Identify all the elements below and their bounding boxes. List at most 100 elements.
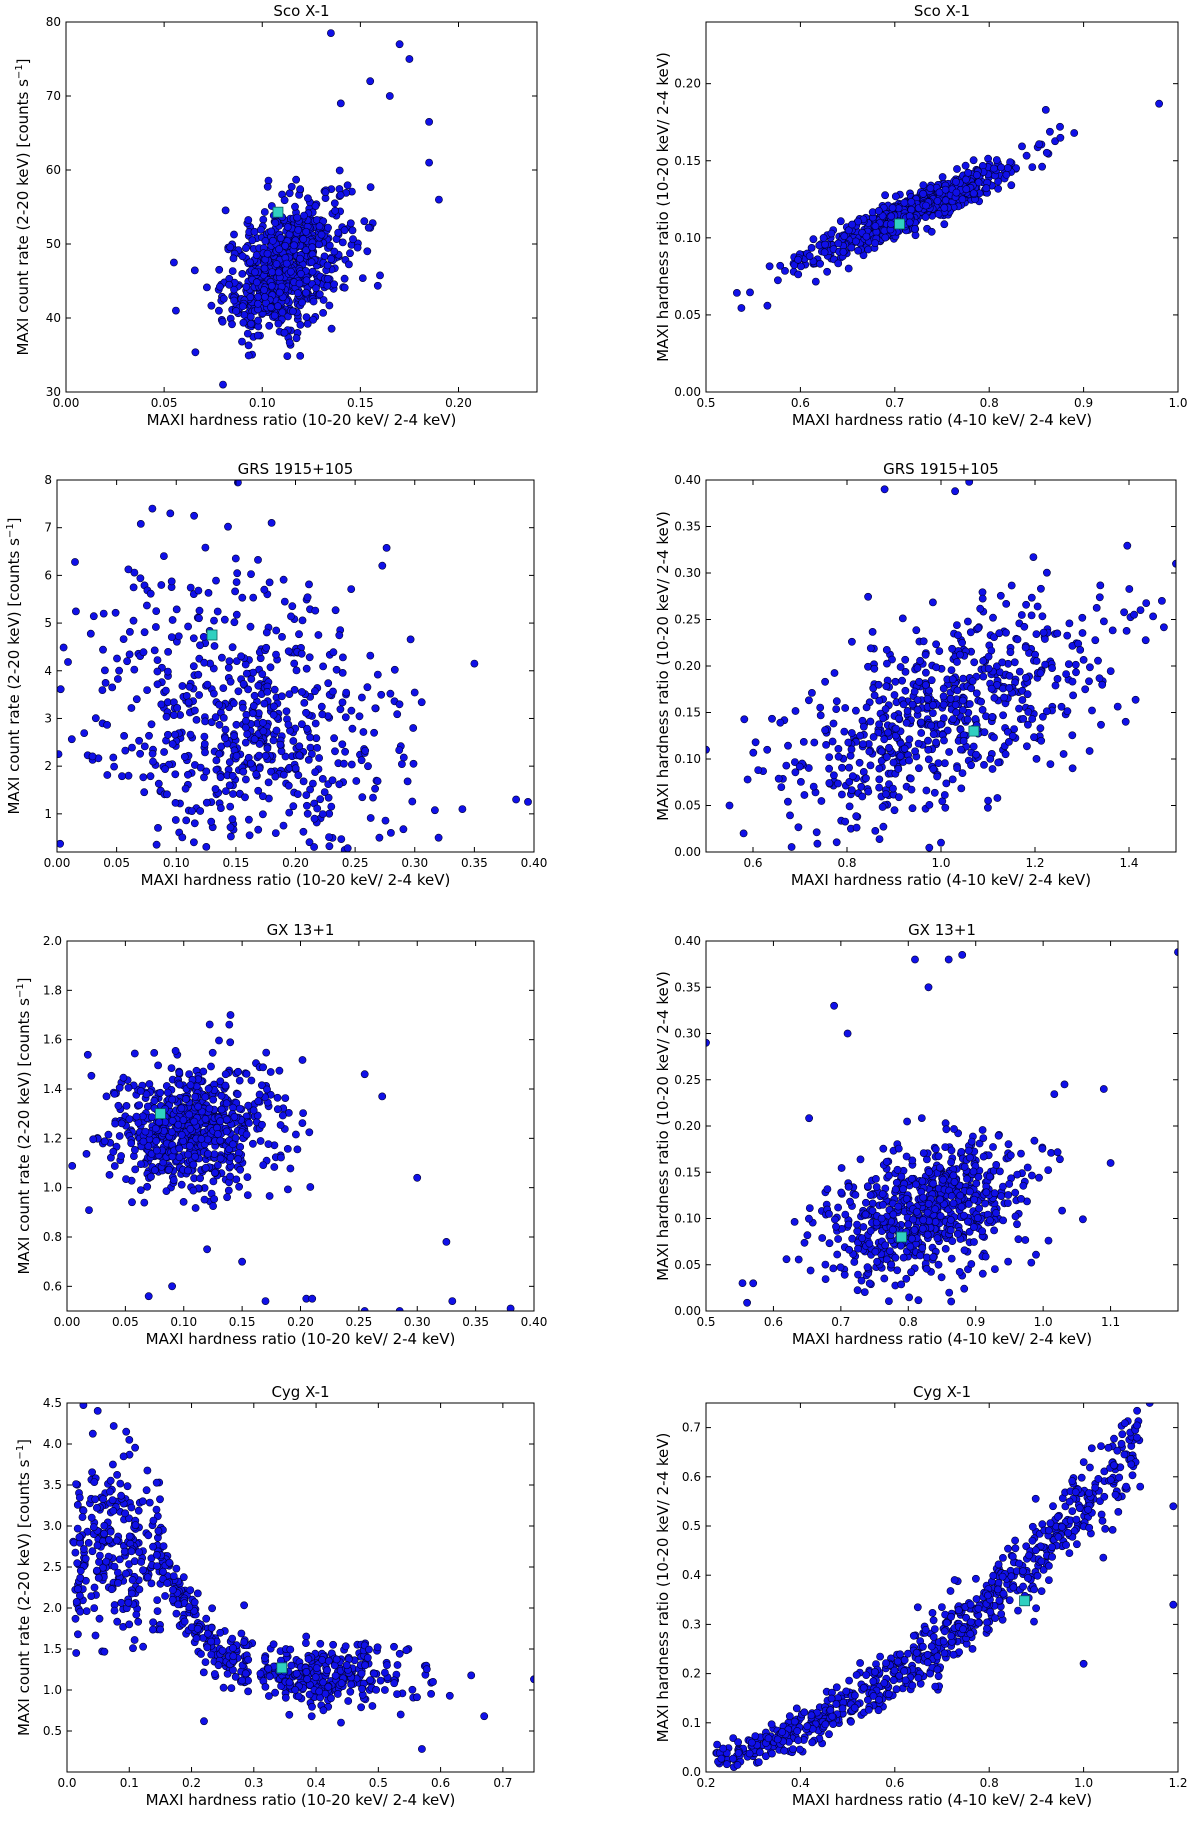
data-point [143,686,151,694]
data-point [967,684,976,693]
data-point [319,1706,328,1715]
data-point [258,1120,266,1129]
data-point [258,670,267,678]
data-point [246,759,255,768]
data-point [230,618,239,627]
data-point [275,1066,284,1075]
data-point [295,279,304,288]
data-point [279,770,288,779]
data-point [305,653,314,662]
data-point [263,182,272,191]
data-point [122,1175,130,1183]
data-point [86,629,95,638]
data-point [976,604,985,613]
data-point [209,1177,218,1186]
data-point [902,1152,911,1161]
data-point [277,1153,285,1162]
data-point [852,812,861,821]
data-point [306,1183,315,1191]
data-point [228,320,236,329]
data-point [326,29,335,37]
data-point [877,756,886,765]
data-point [312,1664,321,1672]
data-point [836,217,845,226]
data-point [958,638,966,647]
data-point [808,689,816,697]
data-point [1023,742,1031,751]
x-axis-label: MAXI hardness ratio (10-20 keV/ 2-4 keV) [146,1330,456,1348]
data-point [292,334,301,343]
data-point [969,1167,978,1176]
data-point [132,695,141,704]
data-point [106,1476,115,1485]
data-point [985,1172,994,1181]
x-tick-label: 0.15 [347,396,374,410]
data-point [969,742,978,751]
x-axis-label: MAXI hardness ratio (10-20 keV/ 2-4 keV) [141,871,451,889]
data-point [987,684,996,693]
data-point [445,1691,454,1700]
data-point [936,720,945,729]
data-point [974,1173,983,1181]
data-point [972,689,981,698]
data-point [168,1116,177,1125]
x-tick-label: 0.25 [346,1315,373,1329]
data-point [343,181,352,190]
x-tick-label: 1.1 [1101,1315,1120,1329]
data-point [230,296,238,305]
highlight-marker [896,1231,907,1243]
data-point [809,782,818,791]
data-point [160,748,168,756]
data-point [308,267,317,276]
data-point [848,220,856,229]
data-point [203,1643,212,1652]
data-point [873,1257,881,1266]
data-point [302,801,311,810]
data-point [939,692,948,701]
data-point [872,1183,881,1191]
x-tick-label: 0.5 [696,1315,715,1329]
data-point [360,1070,369,1079]
data-point [934,1260,943,1269]
data-point [221,787,230,795]
data-point [399,753,408,762]
data-point [270,685,279,694]
data-point [902,719,911,727]
data-point [212,576,220,585]
data-point [183,770,192,779]
x-tick-label: 0.6 [791,396,810,410]
data-point [349,235,357,244]
x-tick-label: 1.0 [1168,396,1187,410]
data-point [949,1199,958,1208]
data-point [905,218,914,227]
y-tick-label: 80 [46,15,61,29]
data-point [913,696,922,704]
data-point [258,792,267,801]
highlight-marker [894,218,905,230]
data-point [331,606,340,615]
data-point [338,698,347,707]
data-point [135,736,143,745]
data-point [844,226,853,235]
data-point [395,40,404,49]
data-point [879,1144,888,1153]
data-point [956,1191,965,1200]
data-point [136,520,145,528]
data-point [140,788,149,797]
data-point [115,1555,124,1564]
data-point [295,751,304,760]
data-point [396,1710,405,1719]
data-point [413,1173,422,1182]
data-point [897,1172,906,1181]
x-tick-label: 0.15 [223,856,250,870]
data-point [1053,1148,1062,1157]
data-point [929,701,937,709]
data-point [827,229,836,238]
data-point [163,730,172,739]
data-point [163,1088,172,1097]
data-point [219,294,228,303]
data-point [995,629,1004,638]
data-point [125,650,134,659]
data-point [281,1094,290,1102]
data-point [380,1668,389,1677]
